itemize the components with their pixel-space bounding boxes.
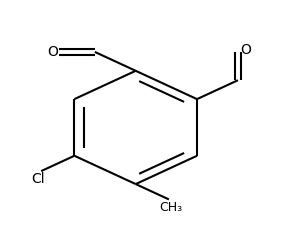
Text: O: O: [241, 42, 252, 57]
Text: CH₃: CH₃: [159, 201, 182, 214]
Text: Cl: Cl: [31, 172, 45, 186]
Text: O: O: [47, 45, 58, 59]
